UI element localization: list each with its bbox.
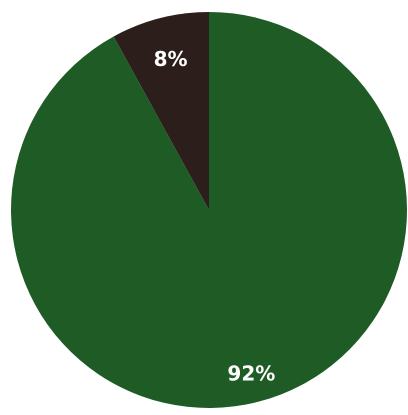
pie-slices — [10, 12, 407, 408]
pie-slice-label-1: 8% — [154, 47, 188, 71]
pie-labels: 8% 92% — [154, 47, 276, 386]
pie-slice-label-2: 92% — [227, 361, 275, 385]
pie-slice-2 — [10, 12, 407, 408]
pie-slice-1 — [113, 12, 209, 210]
